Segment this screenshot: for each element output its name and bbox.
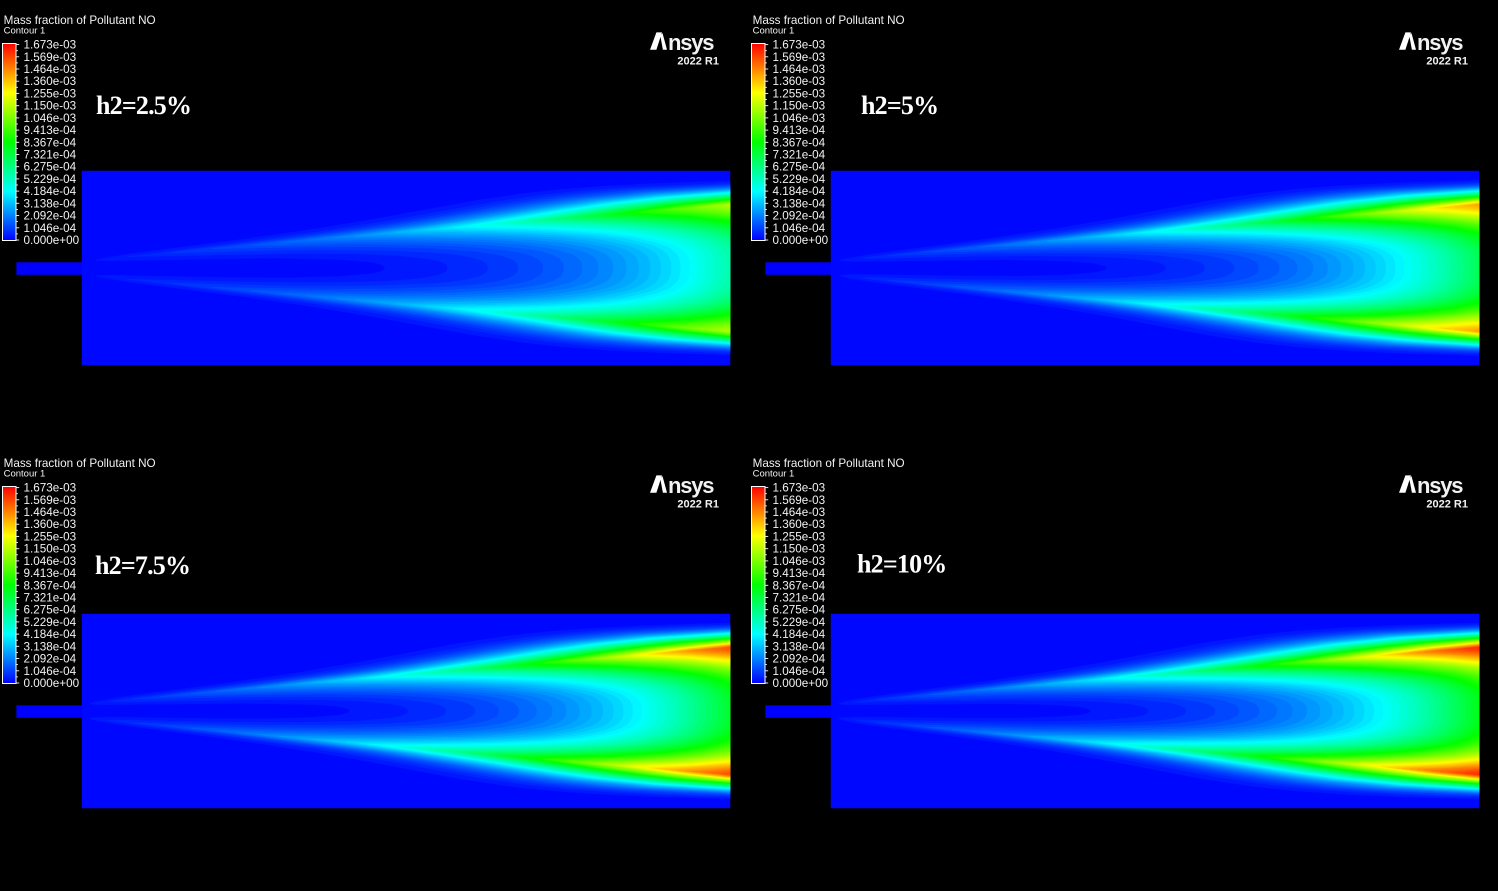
svg-text:5.229e-04: 5.229e-04	[24, 616, 77, 629]
svg-text:1.046e-03: 1.046e-03	[24, 555, 77, 568]
svg-text:9.413e-04: 9.413e-04	[24, 124, 77, 137]
svg-text:1.673e-03: 1.673e-03	[773, 482, 826, 495]
svg-text:Mass fraction of Pollutant NO: Mass fraction of Pollutant NO	[4, 457, 156, 470]
svg-text:1.360e-03: 1.360e-03	[24, 518, 77, 531]
svg-text:Contour 1: Contour 1	[753, 469, 795, 480]
svg-text:3.138e-04: 3.138e-04	[773, 197, 826, 210]
svg-text:2.092e-04: 2.092e-04	[24, 653, 77, 666]
svg-text:1.464e-03: 1.464e-03	[24, 63, 77, 76]
svg-text:2022 R1: 2022 R1	[1426, 55, 1468, 67]
svg-text:Mass fraction of Pollutant NO: Mass fraction of Pollutant NO	[753, 457, 905, 470]
svg-text:nsys: nsys	[1417, 30, 1463, 55]
svg-text:0.000e+00: 0.000e+00	[24, 234, 80, 247]
svg-text:9.413e-04: 9.413e-04	[773, 567, 826, 580]
svg-text:0.000e+00: 0.000e+00	[773, 677, 829, 690]
svg-text:2022 R1: 2022 R1	[1426, 498, 1468, 510]
svg-text:1.464e-03: 1.464e-03	[773, 63, 826, 76]
svg-text:1.464e-03: 1.464e-03	[773, 506, 826, 519]
svg-text:h2=7.5%: h2=7.5%	[95, 551, 190, 580]
svg-text:7.321e-04: 7.321e-04	[773, 149, 826, 162]
svg-text:1.569e-03: 1.569e-03	[24, 494, 77, 507]
svg-text:3.138e-04: 3.138e-04	[773, 640, 826, 653]
svg-text:Contour 1: Contour 1	[4, 469, 46, 480]
svg-text:1.150e-03: 1.150e-03	[24, 100, 77, 113]
svg-text:7.321e-04: 7.321e-04	[24, 592, 77, 605]
svg-text:5.229e-04: 5.229e-04	[773, 616, 826, 629]
svg-text:1.046e-04: 1.046e-04	[24, 222, 77, 235]
svg-text:9.413e-04: 9.413e-04	[773, 124, 826, 137]
svg-text:1.360e-03: 1.360e-03	[773, 75, 826, 88]
svg-text:1.255e-03: 1.255e-03	[24, 530, 77, 543]
svg-text:1.046e-03: 1.046e-03	[773, 112, 826, 125]
svg-text:4.184e-04: 4.184e-04	[773, 628, 826, 641]
svg-text:1.150e-03: 1.150e-03	[24, 543, 77, 556]
svg-text:1.360e-03: 1.360e-03	[24, 75, 77, 88]
svg-text:1.046e-04: 1.046e-04	[24, 665, 77, 678]
svg-text:8.367e-04: 8.367e-04	[773, 579, 826, 592]
svg-text:1.046e-04: 1.046e-04	[773, 665, 826, 678]
svg-text:1.569e-03: 1.569e-03	[773, 51, 826, 64]
svg-text:2.092e-04: 2.092e-04	[24, 210, 77, 223]
svg-text:Mass fraction of Pollutant NO: Mass fraction of Pollutant NO	[4, 14, 156, 27]
svg-text:nsys: nsys	[668, 30, 714, 55]
svg-text:nsys: nsys	[668, 473, 714, 498]
svg-text:4.184e-04: 4.184e-04	[24, 628, 77, 641]
svg-text:1.464e-03: 1.464e-03	[24, 506, 77, 519]
svg-text:1.255e-03: 1.255e-03	[24, 87, 77, 100]
svg-text:0.000e+00: 0.000e+00	[773, 234, 829, 247]
svg-text:9.413e-04: 9.413e-04	[24, 567, 77, 580]
svg-text:8.367e-04: 8.367e-04	[773, 136, 826, 149]
svg-text:1.046e-03: 1.046e-03	[24, 112, 77, 125]
svg-text:h2=5%: h2=5%	[861, 91, 938, 120]
svg-text:1.255e-03: 1.255e-03	[773, 87, 826, 100]
svg-text:2022 R1: 2022 R1	[677, 498, 719, 510]
svg-text:6.275e-04: 6.275e-04	[24, 604, 77, 617]
svg-text:3.138e-04: 3.138e-04	[24, 197, 77, 210]
svg-text:6.275e-04: 6.275e-04	[24, 161, 77, 174]
svg-text:4.184e-04: 4.184e-04	[773, 185, 826, 198]
svg-text:2.092e-04: 2.092e-04	[773, 210, 826, 223]
svg-text:h2=10%: h2=10%	[857, 550, 946, 579]
svg-text:h2=2.5%: h2=2.5%	[96, 91, 191, 120]
svg-text:1.360e-03: 1.360e-03	[773, 518, 826, 531]
svg-text:Contour 1: Contour 1	[753, 26, 795, 37]
svg-text:1.150e-03: 1.150e-03	[773, 543, 826, 556]
svg-text:Mass fraction of Pollutant NO: Mass fraction of Pollutant NO	[753, 14, 905, 27]
svg-text:Contour 1: Contour 1	[4, 26, 46, 37]
svg-text:1.673e-03: 1.673e-03	[773, 39, 826, 52]
svg-text:8.367e-04: 8.367e-04	[24, 136, 77, 149]
svg-text:6.275e-04: 6.275e-04	[773, 604, 826, 617]
svg-text:1.673e-03: 1.673e-03	[24, 39, 77, 52]
svg-text:3.138e-04: 3.138e-04	[24, 640, 77, 653]
svg-text:1.150e-03: 1.150e-03	[773, 100, 826, 113]
svg-text:2022 R1: 2022 R1	[677, 55, 719, 67]
svg-text:1.046e-04: 1.046e-04	[773, 222, 826, 235]
svg-text:7.321e-04: 7.321e-04	[773, 592, 826, 605]
svg-text:1.255e-03: 1.255e-03	[773, 530, 826, 543]
svg-text:5.229e-04: 5.229e-04	[773, 173, 826, 186]
svg-text:6.275e-04: 6.275e-04	[773, 161, 826, 174]
svg-text:4.184e-04: 4.184e-04	[24, 185, 77, 198]
svg-text:nsys: nsys	[1417, 473, 1463, 498]
svg-text:0.000e+00: 0.000e+00	[24, 677, 80, 690]
svg-text:2.092e-04: 2.092e-04	[773, 653, 826, 666]
svg-text:1.569e-03: 1.569e-03	[773, 494, 826, 507]
svg-text:1.673e-03: 1.673e-03	[24, 482, 77, 495]
svg-text:1.569e-03: 1.569e-03	[24, 51, 77, 64]
svg-text:1.046e-03: 1.046e-03	[773, 555, 826, 568]
svg-text:5.229e-04: 5.229e-04	[24, 173, 77, 186]
svg-text:7.321e-04: 7.321e-04	[24, 149, 77, 162]
svg-text:8.367e-04: 8.367e-04	[24, 579, 77, 592]
